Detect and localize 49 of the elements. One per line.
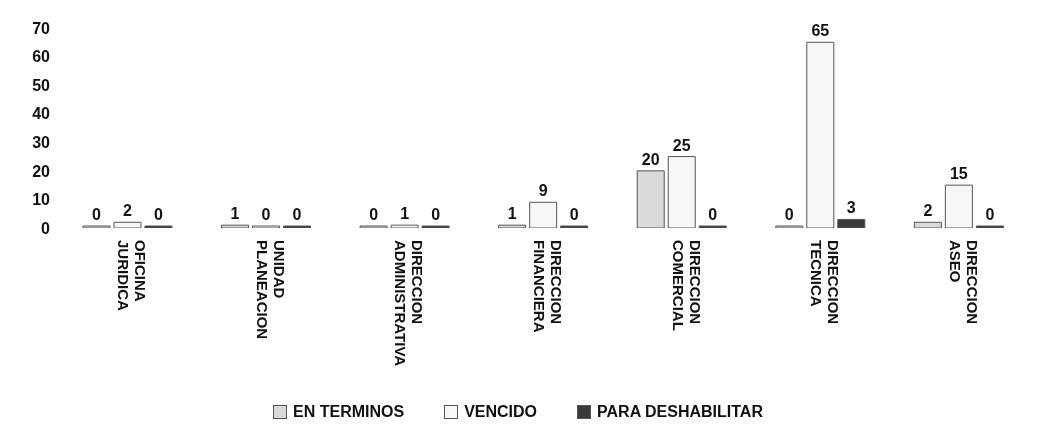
y-tick-label: 60 (32, 48, 51, 66)
bar (837, 218, 866, 228)
data-label: 0 (292, 206, 302, 223)
bar (113, 221, 142, 228)
legend-label: PARA DESHABILITAR (597, 403, 763, 421)
bar (529, 201, 558, 228)
data-label: 0 (91, 206, 101, 223)
y-tick-label: 40 (32, 105, 51, 123)
data-label: 2 (923, 202, 933, 220)
x-tick-label: DIRECCION COMERCIAL (669, 240, 704, 331)
x-tick-label: DIRECCION ASEO (946, 240, 981, 325)
bar (390, 224, 419, 228)
x-tick-label: DIRECCION ADMINISTRATIVA (392, 240, 427, 367)
bar (498, 224, 527, 228)
data-label: 9 (538, 182, 548, 200)
data-label: 0 (431, 206, 441, 223)
data-label: 0 (985, 206, 995, 223)
y-tick-label: 10 (32, 191, 51, 209)
bar (913, 221, 942, 228)
bar (221, 224, 250, 228)
x-tick-label: OFICINA JURIDICA (115, 240, 150, 312)
x-tick-label: UNIDAD PLANEACION (253, 240, 288, 340)
y-tick-label: 70 (32, 19, 51, 37)
data-label: 0 (261, 206, 271, 223)
data-label: 65 (811, 22, 830, 40)
data-label: 2 (122, 202, 132, 220)
data-label: 25 (672, 136, 691, 154)
data-label: 0 (708, 206, 718, 223)
data-label: 1 (230, 205, 240, 223)
data-label: 15 (949, 165, 968, 183)
legend-label: VENCIDO (464, 403, 538, 421)
data-label: 1 (507, 205, 517, 223)
legend-label: EN TERMINOS (293, 403, 405, 421)
y-tick-label: 50 (32, 76, 51, 94)
data-label: 1 (400, 205, 410, 223)
data-label: 0 (153, 206, 163, 223)
x-tick-label: DIRECCION FINANCIERA (531, 240, 565, 333)
y-tick-label: 30 (32, 133, 51, 151)
bar (636, 170, 665, 228)
bar (944, 184, 973, 228)
data-label: 0 (784, 206, 794, 223)
data-label: 0 (369, 206, 379, 223)
x-tick-label: DIRECCION TECNICA (808, 240, 843, 325)
bar (667, 156, 696, 228)
y-tick-label: 20 (32, 162, 51, 180)
data-label: 0 (569, 206, 579, 223)
y-tick-label: 0 (41, 219, 51, 237)
data-label: 20 (641, 150, 660, 168)
data-label: 3 (846, 199, 856, 217)
